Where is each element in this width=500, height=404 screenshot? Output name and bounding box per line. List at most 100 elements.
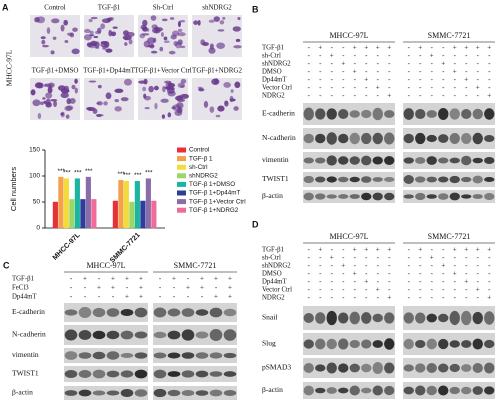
- significance: ***: [74, 169, 82, 176]
- treatment-sign: -: [419, 294, 422, 302]
- blot-band: [403, 157, 414, 164]
- treatment-sign: -: [408, 52, 411, 60]
- stained-cell: [232, 26, 241, 32]
- treatment-sign: -: [388, 52, 391, 60]
- stained-cell: [197, 86, 203, 89]
- stained-cell: [208, 19, 215, 23]
- stained-cell: [123, 78, 132, 86]
- treatment-sign: -: [431, 84, 434, 92]
- stained-cell: [34, 17, 40, 23]
- stained-cell: [128, 39, 133, 45]
- treatment-sign: -: [354, 278, 357, 286]
- stained-cell: [124, 42, 128, 46]
- treatment-sign: -: [331, 84, 334, 92]
- blot-band: [106, 370, 120, 378]
- treatment-sign: +: [487, 294, 491, 302]
- treatment-sign: -: [465, 60, 468, 68]
- treatment-sign: -: [431, 76, 434, 84]
- treatment-sign: -: [419, 254, 422, 262]
- blot-band: [484, 362, 495, 374]
- treatment-sign: -: [308, 294, 311, 302]
- treatment-sign: +: [441, 60, 445, 68]
- blot-band: [209, 307, 223, 318]
- stained-cell: [69, 98, 76, 104]
- blot-band: [361, 312, 372, 324]
- treatment-sign: -: [408, 44, 411, 52]
- treatment-sign: -: [319, 270, 322, 278]
- x-tick-label: MHCC-97L: [52, 231, 82, 261]
- condition-label: TGF-β1: [262, 45, 284, 52]
- blot-band: [384, 110, 395, 118]
- blot-band: [384, 192, 395, 201]
- blot-band: [338, 338, 349, 350]
- treatment-sign: -: [342, 44, 345, 52]
- treatment-sign: -: [308, 76, 311, 84]
- blot-band: [461, 364, 472, 372]
- blot-band: [415, 312, 426, 324]
- treatment-sign: -: [319, 278, 322, 286]
- blot-band: [372, 156, 383, 165]
- blot-band: [384, 385, 395, 396]
- treatment-sign: -: [454, 294, 457, 302]
- treatment-sign: -: [419, 286, 422, 294]
- legend-label: TGF-β 1+Vector Ctrl: [189, 198, 246, 205]
- treatment-sign: -: [388, 270, 391, 278]
- stained-cell: [74, 87, 78, 94]
- treatment-sign: -: [342, 92, 345, 100]
- blot-band: [338, 176, 349, 183]
- panel-label: A: [2, 2, 9, 12]
- blot-band: [303, 339, 314, 349]
- treatment-sign: -: [308, 246, 311, 254]
- blot-band: [338, 133, 349, 144]
- treatment-sign: -: [431, 262, 434, 270]
- stained-cell: [209, 106, 215, 113]
- stained-cell: [148, 85, 154, 93]
- condition-label: sh-Ctrl: [262, 53, 281, 60]
- stained-cell: [108, 29, 113, 37]
- blot-strip: [64, 303, 148, 322]
- blot-band: [449, 386, 460, 395]
- blot-band: [315, 176, 326, 183]
- stained-cell: [40, 101, 44, 106]
- stained-cell: [180, 78, 187, 84]
- treatment-sign: +: [387, 294, 391, 302]
- treatment-sign: +: [376, 84, 380, 92]
- y-tick-label: 100: [29, 173, 40, 180]
- blot-band: [426, 363, 437, 373]
- cell-line-header: MHCC-97L: [329, 31, 368, 40]
- bar: [123, 180, 129, 229]
- blot-band: [120, 308, 134, 317]
- blot-band: [472, 108, 483, 120]
- blot-band: [372, 177, 383, 182]
- treatment-sign: -: [308, 84, 311, 92]
- blot-band: [484, 193, 495, 200]
- blot-strip: [153, 366, 237, 382]
- legend-label: TGF-β 1+Dp44mT: [189, 190, 241, 197]
- blot-band: [461, 155, 472, 166]
- blot-band: [92, 351, 106, 360]
- blot-label: vimentin: [262, 155, 289, 164]
- treatment-sign: -: [431, 278, 434, 286]
- treatment-sign: -: [354, 76, 357, 84]
- blot-band: [195, 309, 209, 316]
- treatment-sign: +: [418, 246, 422, 254]
- blot-strip: [403, 103, 495, 125]
- legend-label: TGF-β 1+NDRG2: [189, 207, 239, 214]
- treatment-sign: -: [354, 254, 357, 262]
- treatment-sign: -: [377, 68, 380, 76]
- treatment-sign: -: [308, 92, 311, 100]
- treatment-sign: -: [465, 262, 468, 270]
- blot-band: [438, 193, 449, 200]
- treatment-sign: -: [365, 286, 368, 294]
- treatment-sign: -: [442, 246, 445, 254]
- treatment-sign: -: [465, 294, 468, 302]
- stained-cell: [237, 16, 241, 21]
- treatment-sign: -: [308, 278, 311, 286]
- blot-band: [303, 107, 314, 121]
- treatment-sign: -: [319, 286, 322, 294]
- blot-band: [403, 312, 414, 324]
- treatment-sign: -: [388, 286, 391, 294]
- treatment-sign: +: [464, 76, 468, 84]
- stained-cell: [60, 111, 65, 118]
- blot-band: [338, 156, 349, 165]
